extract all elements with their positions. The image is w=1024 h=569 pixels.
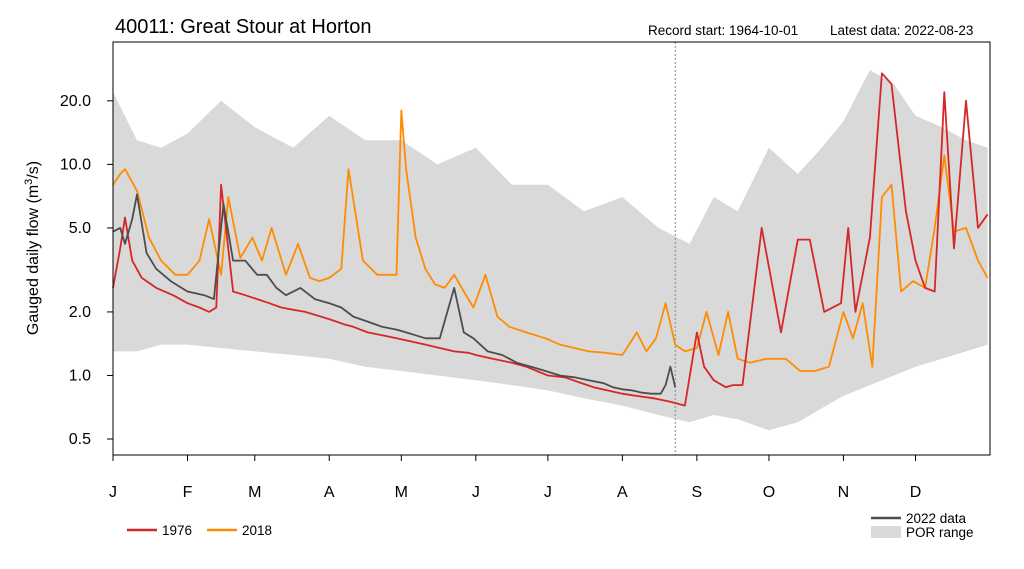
x-tick-label: J xyxy=(109,484,117,501)
y-tick-label: 2.0 xyxy=(69,304,91,321)
series-line-1976 xyxy=(112,72,989,407)
x-tick-label: J xyxy=(544,484,552,501)
x-tick-label: A xyxy=(617,484,628,501)
y-tick-label: 20.0 xyxy=(60,93,91,110)
x-tick-label: M xyxy=(248,484,261,501)
x-tick-label: F xyxy=(183,484,193,501)
x-tick-label: M xyxy=(395,484,408,501)
latest-data-label: Latest data: 2022-08-23 xyxy=(830,23,973,38)
y-tick-label: 10.0 xyxy=(60,156,91,173)
por-range-band xyxy=(113,70,988,431)
x-tick-label: O xyxy=(763,484,775,501)
x-tick-label: S xyxy=(692,484,703,501)
legend: 1976 2018 2022 data POR range xyxy=(127,511,974,540)
plot-area xyxy=(112,42,989,455)
legend-label-1976: 1976 xyxy=(162,523,192,538)
y-tick-label: 1.0 xyxy=(69,367,91,384)
x-tick-label: J xyxy=(472,484,480,501)
series-line-2022 xyxy=(112,193,677,395)
x-tick-label: N xyxy=(838,484,850,501)
series-line-2018 xyxy=(112,109,989,372)
y-tick-label: 5.0 xyxy=(69,220,91,237)
record-start-label: Record start: 1964-10-01 xyxy=(648,23,798,38)
x-tick-label: A xyxy=(324,484,335,501)
legend-label-2022: 2022 data xyxy=(906,511,967,526)
legend-label-2018: 2018 xyxy=(242,523,272,538)
y-tick-label: 0.5 xyxy=(69,431,91,448)
legend-swatch-por xyxy=(871,526,901,538)
x-tick-label: D xyxy=(910,484,922,501)
legend-label-por: POR range xyxy=(906,525,974,540)
plot-frame xyxy=(112,41,991,456)
chart-title: 40011: Great Stour at Horton xyxy=(115,16,371,38)
y-axis-label: Gauged daily flow (m3/s) xyxy=(23,161,42,335)
y-axis: 0.5 1.0 2.0 5.0 10.0 20.0 xyxy=(60,93,113,448)
